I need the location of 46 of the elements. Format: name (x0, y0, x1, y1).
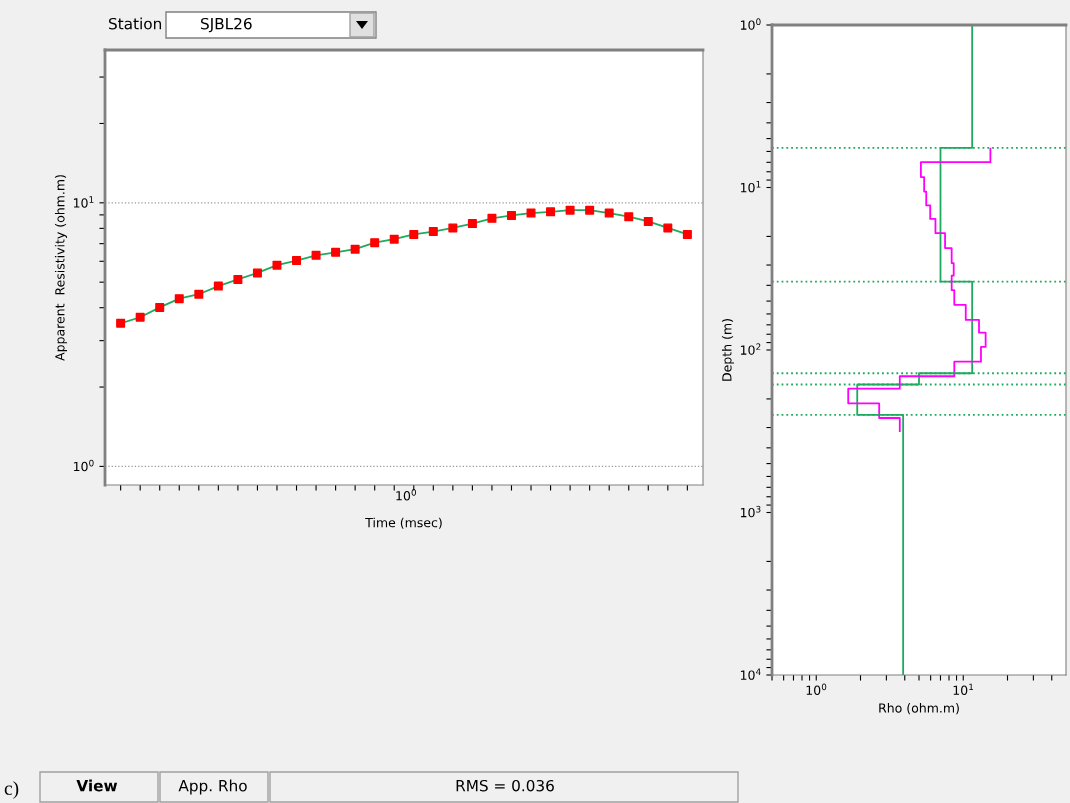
y-tick-label: 10$^{0}$ (740, 18, 761, 30)
point (135, 312, 145, 322)
text: RMS = 0.036 (456, 779, 554, 792)
point (682, 229, 692, 239)
text: 10$^{0}$ (396, 489, 417, 501)
point (546, 207, 556, 217)
point (213, 281, 223, 291)
text: Station (109, 17, 162, 30)
text: View (76, 779, 118, 792)
y-axis-title: Apparent Resistivity (ohm.m) (54, 175, 68, 361)
point (350, 244, 360, 254)
point (155, 302, 165, 312)
point (272, 260, 282, 270)
x-axis-title: Time (msec) (365, 517, 442, 529)
point (194, 289, 204, 299)
text: SJBL26 (201, 17, 252, 33)
point (174, 294, 184, 304)
point (585, 205, 595, 215)
point (389, 234, 399, 244)
point (448, 223, 458, 233)
x-axis-title: Rho (ohm.m) (879, 703, 959, 715)
point (252, 268, 262, 278)
y-tick-label: 10$^{3}$ (740, 505, 761, 518)
point (292, 256, 302, 266)
text: c) (4, 781, 19, 799)
point (506, 210, 516, 220)
point (643, 216, 653, 226)
point (116, 318, 126, 328)
point (487, 213, 497, 223)
y-tick-label: 10$^{2}$ (740, 343, 761, 355)
y-tick-label: 10$^{4}$ (740, 668, 761, 680)
point (604, 208, 614, 218)
y-tick-label: 10$^{1}$ (740, 181, 761, 193)
y-axis-title: Depth (m) (721, 319, 735, 381)
point (467, 219, 477, 229)
point (428, 227, 438, 237)
point (409, 229, 419, 239)
point (624, 212, 634, 222)
point (663, 223, 673, 233)
text: App. Rho (178, 779, 247, 795)
point (311, 250, 321, 260)
point (370, 238, 380, 248)
point (233, 274, 243, 284)
point (526, 208, 536, 218)
point (331, 247, 341, 257)
point (565, 205, 575, 215)
